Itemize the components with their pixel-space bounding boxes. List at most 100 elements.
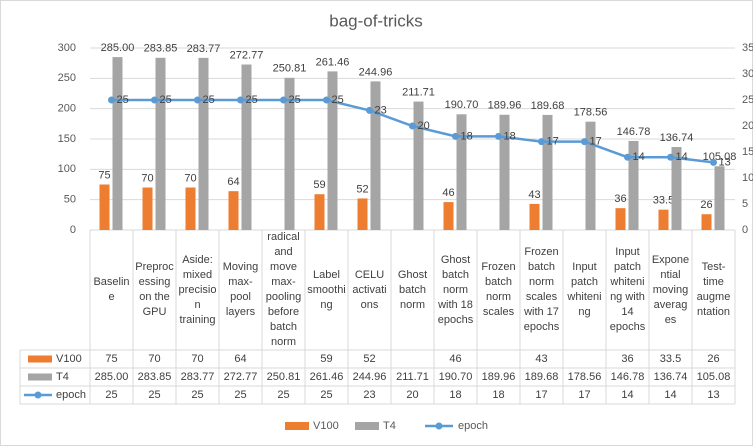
- table-cell: 25: [234, 389, 246, 401]
- bar: [585, 121, 596, 230]
- y2-tick-label: 25: [742, 94, 753, 106]
- data-label: 18: [504, 130, 516, 142]
- data-label: 52: [356, 183, 368, 195]
- x-tick-label: Ghost batch norm: [397, 268, 428, 311]
- bar: [413, 101, 424, 231]
- bar: [443, 202, 454, 230]
- data-label: 178.56: [574, 107, 608, 119]
- table-cell: 261.46: [310, 371, 344, 383]
- y2-tick-label: 30: [742, 68, 753, 80]
- y-tick-label: 0: [70, 224, 76, 236]
- table-cell: 14: [621, 389, 633, 401]
- category-cell: Input patch whitening: [567, 261, 601, 318]
- category-cell: Input patch whitening with 14 epochs: [609, 246, 646, 333]
- data-label: 25: [289, 94, 301, 106]
- data-label: 244.96: [359, 66, 393, 78]
- line-marker: [237, 96, 244, 104]
- y-tick-label: 50: [64, 194, 76, 206]
- table-cell: 52: [363, 353, 375, 365]
- y-tick-label: 300: [58, 42, 76, 54]
- y-tick-label: 100: [58, 163, 76, 175]
- table-cell: 18: [449, 389, 461, 401]
- y2-tick-label: 10: [742, 172, 753, 184]
- bar: [99, 184, 110, 230]
- category-cell: Preprocessing on the GPU: [135, 261, 174, 318]
- category-cell: Frozen batch norm scales: [481, 261, 516, 318]
- table-cell: 25: [148, 389, 160, 401]
- bar: [241, 64, 252, 230]
- bar: [228, 191, 239, 230]
- table-cell: 20: [406, 389, 418, 401]
- data-label: 64: [227, 176, 239, 188]
- data-label: 14: [633, 151, 645, 163]
- data-label: 25: [203, 94, 215, 106]
- line-marker: [581, 138, 588, 146]
- table-cell: 18: [492, 389, 504, 401]
- data-label: 250.81: [273, 63, 307, 75]
- bar: [370, 81, 381, 230]
- category-cell: Frozen batch norm scales with 17 epochs: [524, 246, 559, 333]
- x-tick-label: Label smoothing: [307, 268, 346, 311]
- table-cell: 70: [148, 353, 160, 365]
- line-marker: [409, 122, 416, 130]
- y2-tick-label: 0: [742, 224, 748, 236]
- table-key: [28, 373, 52, 381]
- table-cell: 25: [277, 389, 289, 401]
- data-label: 136.74: [660, 132, 694, 144]
- bar: [499, 114, 510, 230]
- table-cell: 250.81: [267, 371, 301, 383]
- data-label: 17: [590, 136, 602, 148]
- bar: [542, 114, 553, 230]
- data-label: 18: [461, 130, 473, 142]
- table-cell: 211.71: [396, 371, 429, 383]
- table-cell: 25: [320, 389, 332, 401]
- data-label: 189.96: [488, 100, 522, 112]
- bar: [714, 166, 725, 230]
- table-cell: 14: [664, 389, 676, 401]
- legend-label: T4: [383, 420, 396, 432]
- bar: [327, 71, 338, 230]
- table-cell: 244.96: [353, 371, 387, 383]
- category-cell: Aside: mixed precision training: [179, 254, 217, 326]
- data-label: 283.85: [144, 43, 178, 55]
- category-cell: radical and move max-pooling before batc…: [266, 231, 301, 348]
- x-tick-label: CELU activations: [352, 268, 387, 311]
- data-label: 285.00: [101, 42, 135, 54]
- bar: [615, 208, 626, 230]
- category-cell: Ghost batch norm: [397, 268, 428, 311]
- table-row-header: V100: [56, 353, 82, 365]
- data-label: 70: [184, 172, 196, 184]
- y-tick-label: 250: [58, 72, 76, 84]
- line-marker: [667, 153, 674, 161]
- table-cell: 46: [449, 353, 461, 365]
- bar: [456, 114, 467, 230]
- line-marker: [452, 132, 459, 140]
- y-tick-label: 150: [58, 133, 76, 145]
- line-marker: [280, 96, 287, 104]
- category-cell: CELU activations: [352, 268, 387, 311]
- table-key: [28, 355, 52, 363]
- data-label: 283.77: [187, 43, 221, 55]
- x-tick-label: Test-time augmentation: [696, 261, 731, 318]
- bar: [112, 57, 123, 230]
- bar: [628, 140, 639, 230]
- data-label: 272.77: [230, 49, 264, 61]
- data-label: 43: [528, 189, 540, 201]
- bar: [185, 187, 196, 230]
- x-tick-label: Input patch whitening with 14 epochs: [609, 246, 646, 333]
- category-cell: Baseline: [93, 276, 129, 303]
- legend-key: [355, 422, 379, 430]
- table-row-header: T4: [56, 371, 69, 383]
- legend-label: epoch: [458, 420, 488, 432]
- x-tick-label: Moving max-pool layers: [222, 261, 259, 318]
- table-cell: 25: [105, 389, 117, 401]
- line-marker: [194, 96, 201, 104]
- data-label: 25: [332, 94, 344, 106]
- line-marker: [108, 96, 115, 104]
- legend-label: V100: [313, 420, 339, 432]
- x-tick-label: Frozen batch norm scales: [481, 261, 516, 318]
- table-cell: 26: [707, 353, 719, 365]
- bar: [198, 57, 209, 231]
- category-cell: Moving max-pool layers: [222, 261, 259, 318]
